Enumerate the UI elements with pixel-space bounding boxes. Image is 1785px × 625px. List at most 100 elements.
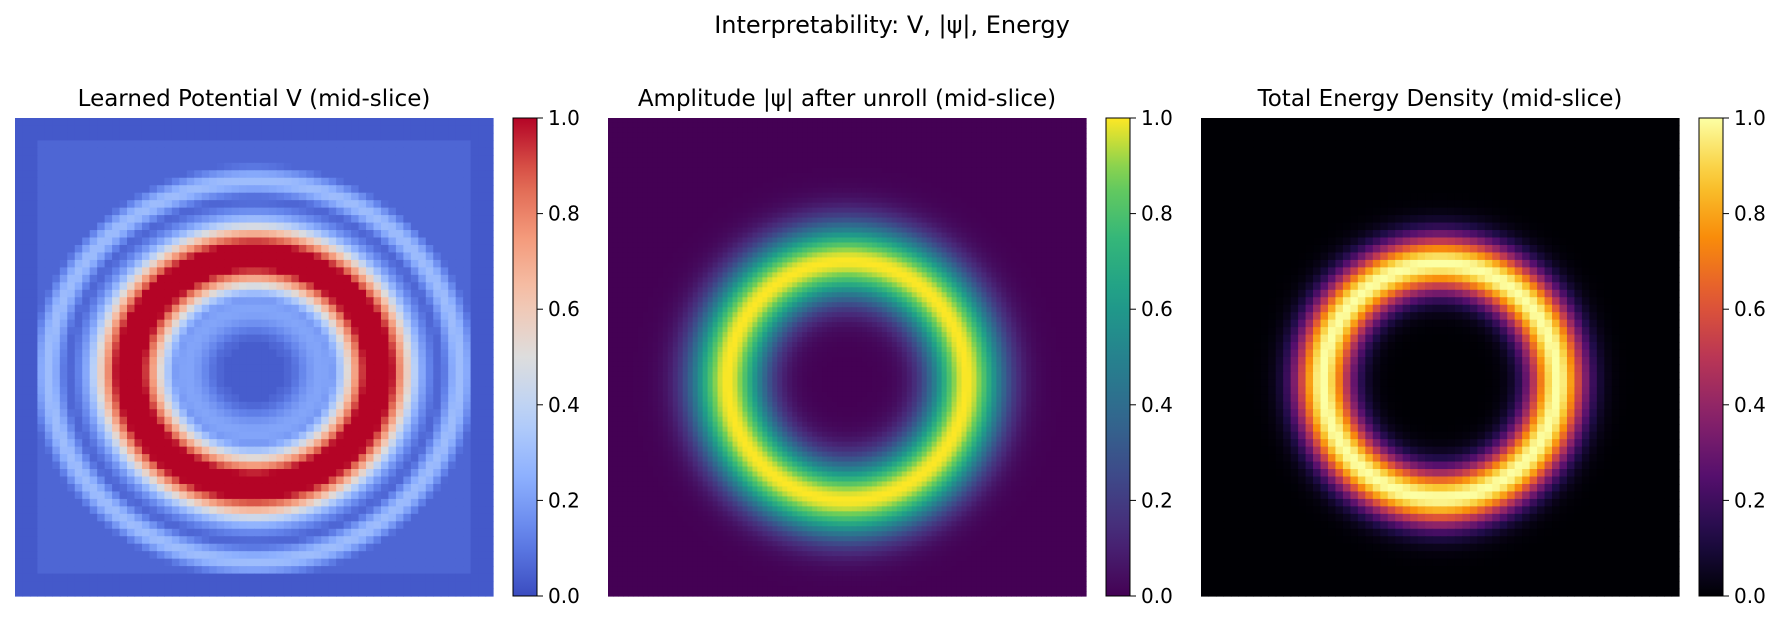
heatmap-cell [22,483,31,493]
heatmap-cell [343,543,352,552]
heatmap-cell [782,157,788,164]
heatmap-cell [358,409,367,418]
heatmap-cell [343,491,352,500]
heatmap-cell [298,409,307,418]
heatmap-cell [856,152,863,159]
heatmap-cell [881,127,888,134]
heatmap-cell [463,543,472,552]
heatmap-cell [283,528,292,537]
heatmap-cell [37,491,46,500]
heatmap-cell [246,386,255,395]
heatmap-cell [74,573,83,582]
heatmap-cell [440,185,449,194]
heatmap-cell [328,334,337,343]
heatmap-cell [179,334,188,343]
heatmap-cell [403,125,412,134]
heatmap-cell [291,521,300,530]
heatmap-cell [37,446,46,455]
heatmap-cell [194,386,203,395]
heatmap-cell [67,551,76,560]
heatmap-cell [951,152,958,159]
heatmap-cell [261,192,270,201]
heatmap-cell [782,118,788,124]
heatmap-cell [455,588,464,597]
heatmap-cell [209,118,218,127]
heatmap-cell [712,142,719,149]
heatmap-cell [470,312,479,321]
heatmap-cell [254,394,263,403]
heatmap-cell [722,157,729,164]
heatmap-cell [336,498,345,507]
heatmap-cell [15,222,24,231]
heatmap-cell [321,588,330,597]
heatmap-cell [37,125,46,134]
heatmap-cell [254,439,263,448]
heatmap-cell [298,469,307,478]
heatmap-cell [268,371,278,381]
heatmap-cell [358,155,367,164]
heatmap-cell [291,304,300,313]
heatmap-cell [358,416,367,425]
heatmap-cell [727,132,734,139]
heatmap-cell [1076,137,1082,144]
heatmap-cell [239,573,248,582]
heatmap-cell [283,237,292,246]
heatmap-cell [388,132,397,142]
heatmap-cell [97,297,106,306]
heatmap-cell [1016,127,1022,134]
heatmap-cell [351,588,360,597]
heatmap-cell [861,147,868,154]
heatmap-cell [827,152,833,159]
heatmap-cell [617,127,624,134]
heatmap-cell [59,162,68,171]
heatmap-cell [812,147,818,154]
heatmap-cell [455,558,464,567]
heatmap-cell [336,297,345,306]
heatmap-cell [246,244,255,254]
heatmap-cell [97,349,106,358]
heatmap-cell [224,192,233,201]
heatmap-cell [388,237,397,246]
heatmap-cell [186,416,195,425]
heatmap-cell [276,401,285,410]
heatmap-cell [485,222,494,231]
heatmap-cell [119,207,128,216]
heatmap-cell [44,536,53,545]
heatmap-cell [15,200,24,209]
heatmap-cell [37,386,46,395]
heatmap-cell [164,461,173,470]
heatmap-cell [37,424,46,433]
heatmap-cell [186,327,195,336]
heatmap-cell [179,177,188,186]
heatmap-cell [672,142,679,149]
heatmap-cell [986,132,992,139]
heatmap-cell [127,267,136,276]
heatmap-cell [328,327,337,336]
heatmap-cell [268,230,278,239]
heatmap-cell [627,118,634,124]
heatmap-cell [29,162,39,171]
heatmap-cell [861,132,868,139]
heatmap-cell [837,147,843,154]
heatmap-cell [74,454,83,463]
heatmap-cell [52,439,61,448]
heatmap-cell [239,274,248,283]
heatmap-cell [351,566,360,575]
heatmap-cell [149,431,158,440]
heatmap-cell [231,237,240,246]
heatmap-cell [343,222,352,231]
heatmap-cell [82,364,91,373]
heatmap-cell [254,327,263,336]
heatmap-cell [283,215,292,224]
heatmap-cell [1011,132,1017,139]
heatmap-cell [149,469,158,478]
heatmap-cell [67,200,76,209]
heatmap-cell [89,588,98,597]
heatmap-cell [127,282,136,291]
heatmap-cell [328,244,337,254]
heatmap-cell [388,357,397,366]
heatmap-cell [440,125,449,134]
heatmap-cell [313,543,322,552]
heatmap-cell [67,244,76,254]
heatmap-cell [246,558,255,567]
